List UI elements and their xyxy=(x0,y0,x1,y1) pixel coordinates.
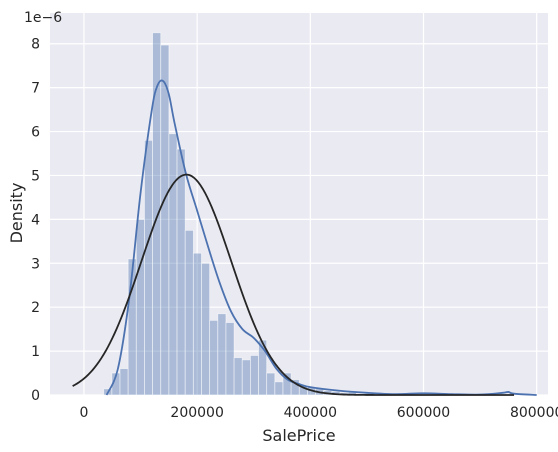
x-tick-label: 400000 xyxy=(284,405,337,421)
histogram-bars xyxy=(103,32,504,396)
histogram-bar xyxy=(135,218,145,396)
y-tick-label: 5 xyxy=(31,168,40,184)
y-axis-scale-label: 1e−6 xyxy=(24,10,62,26)
y-tick-label: 3 xyxy=(31,256,40,272)
histogram-bar xyxy=(274,381,284,396)
histogram-bar xyxy=(258,339,268,396)
histogram-bar xyxy=(119,368,129,396)
y-tick-label: 8 xyxy=(31,37,40,53)
histogram-bar xyxy=(201,262,211,396)
x-tick-label: 0 xyxy=(79,405,88,421)
histogram-bar xyxy=(160,44,170,396)
histogram-bar xyxy=(176,148,186,396)
y-tick-label: 2 xyxy=(31,300,40,316)
histogram-bar xyxy=(209,319,219,396)
x-axis-label: SalePrice xyxy=(262,426,335,445)
y-tick-label: 4 xyxy=(31,212,40,228)
y-axis-label: Density xyxy=(7,183,26,244)
histogram-bar xyxy=(225,322,235,396)
histogram-bar xyxy=(192,252,202,396)
histogram-bar xyxy=(233,357,243,396)
histogram-bar xyxy=(217,313,227,396)
y-tick-label: 0 xyxy=(31,388,40,404)
y-tick-label: 1 xyxy=(31,344,40,360)
y-tick-label: 7 xyxy=(31,81,40,97)
density-curves xyxy=(72,79,537,396)
y-axis-ticks: 0 1 2 3 4 5 6 7 8 xyxy=(31,37,40,404)
histogram-bar xyxy=(241,359,251,396)
y-tick-label: 6 xyxy=(31,125,40,141)
x-tick-label: 600000 xyxy=(397,405,450,421)
histogram-bar xyxy=(184,229,194,396)
histogram-bar xyxy=(168,133,178,396)
x-tick-label: 200000 xyxy=(170,405,223,421)
histogram-bar xyxy=(266,372,276,396)
plot-background xyxy=(50,13,548,395)
histogram-bar xyxy=(249,355,259,396)
histogram-bar xyxy=(144,139,153,396)
normal-fit-curve xyxy=(72,173,515,396)
